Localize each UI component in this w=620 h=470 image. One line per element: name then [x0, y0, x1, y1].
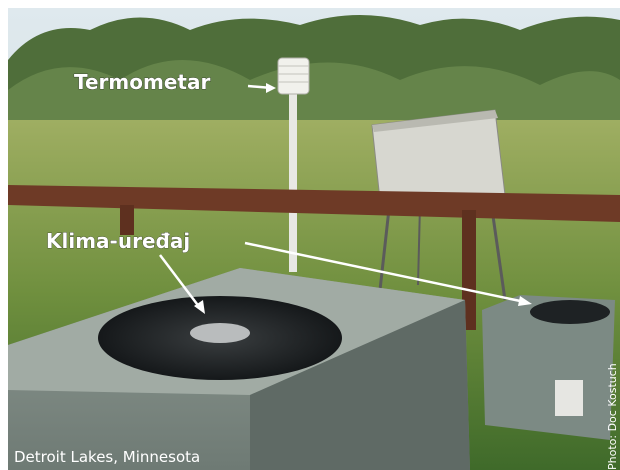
ac-label: Klima-uređaj [46, 229, 190, 253]
instrument-shelter [371, 109, 507, 301]
small-ac-unit [482, 295, 615, 440]
caption: Detroit Lakes, Minnesota [14, 448, 200, 466]
photo-credit: Photo: Doc Kostuch [606, 363, 619, 470]
arrows [159, 83, 532, 314]
large-ac-unit [8, 268, 470, 470]
thermometer-label: Termometar [74, 70, 210, 94]
fence [8, 185, 620, 330]
thermometer [277, 57, 310, 272]
